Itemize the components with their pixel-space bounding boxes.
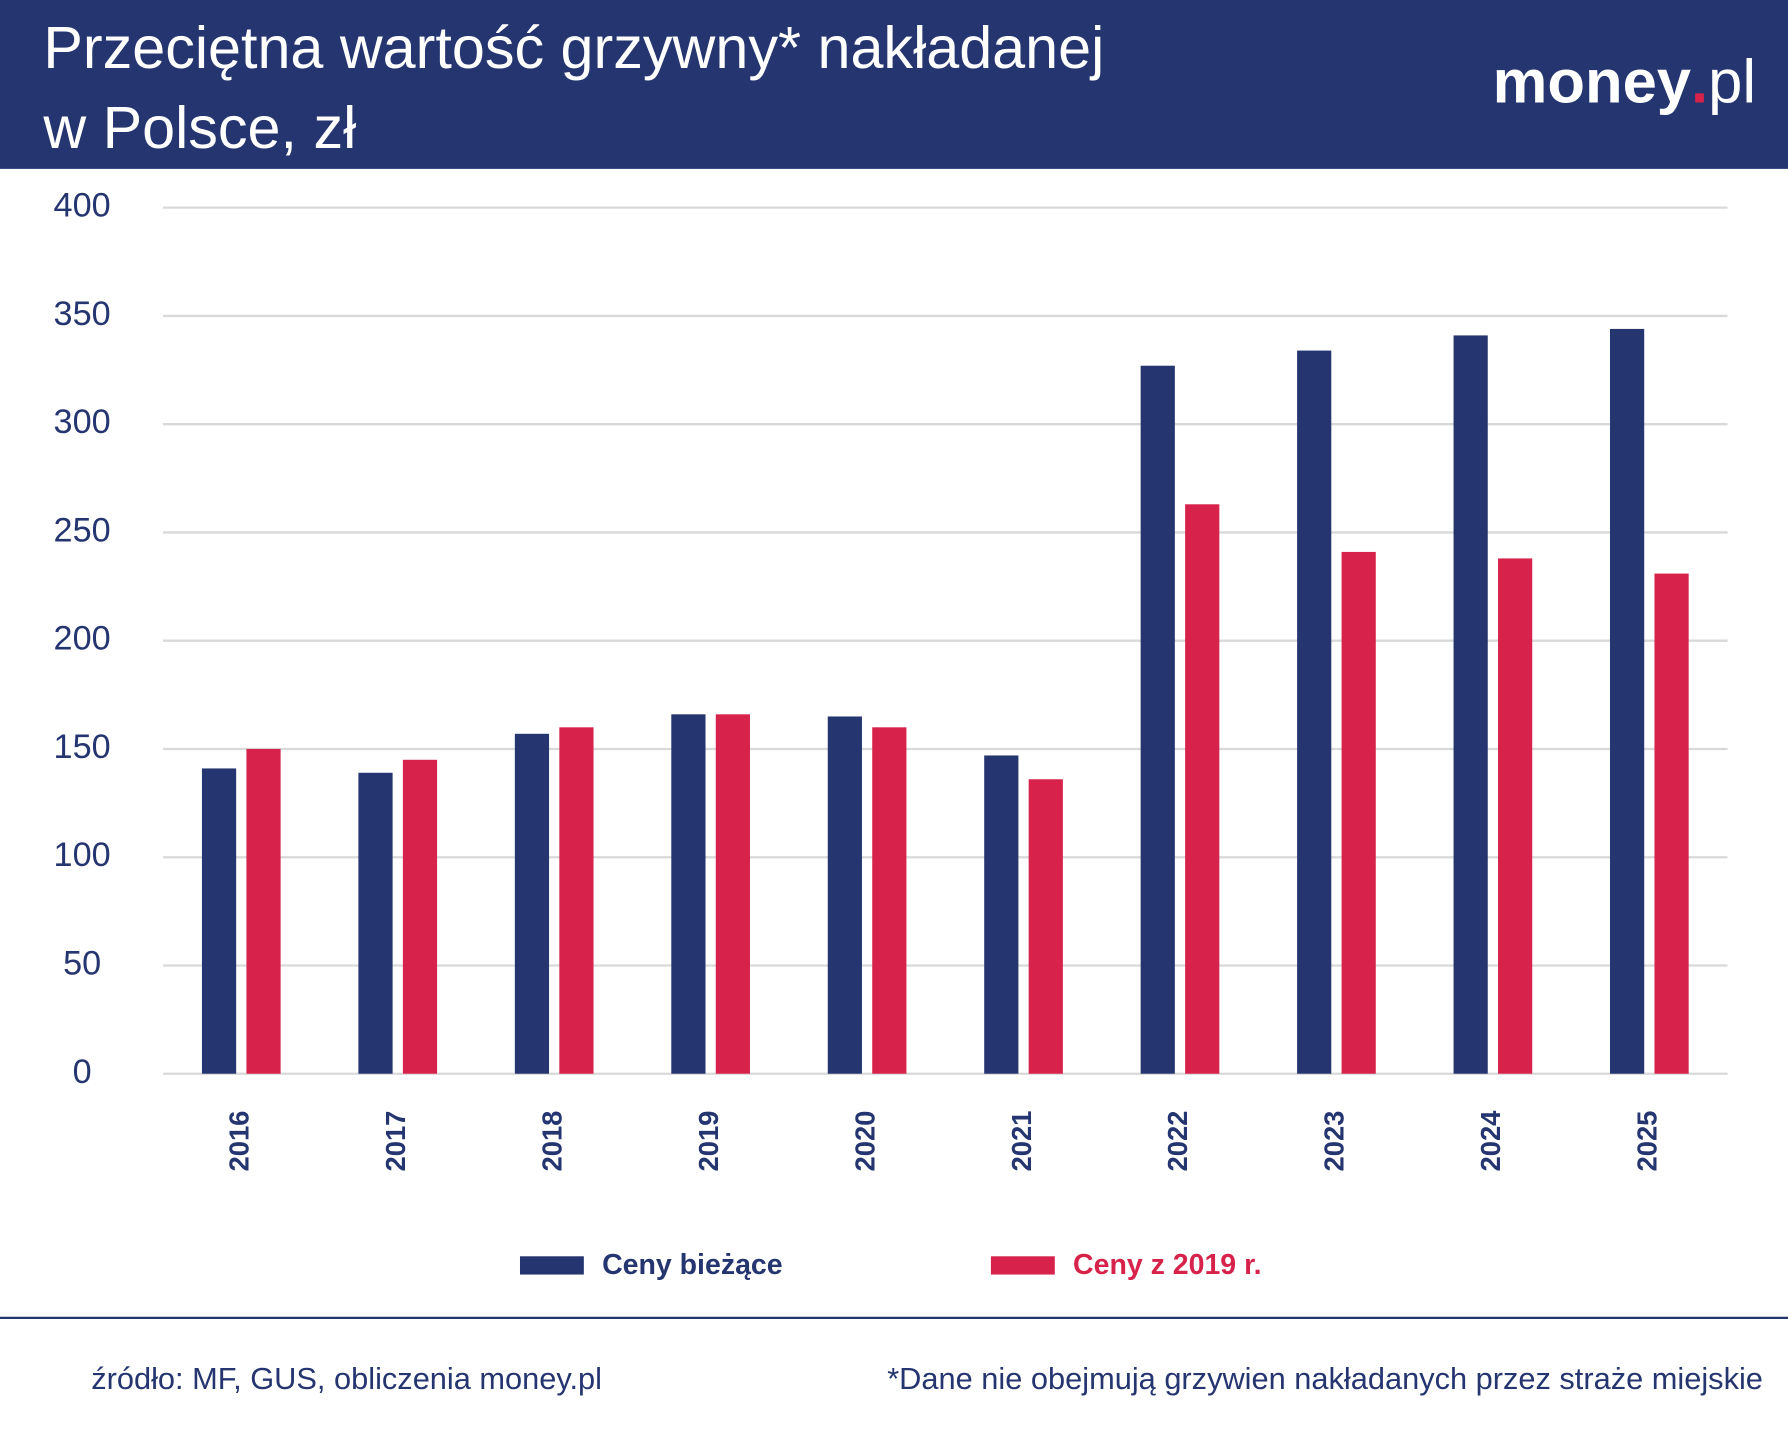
- bar: [715, 714, 750, 1074]
- chart-title: w Polsce, zł: [42, 94, 356, 161]
- y-tick-label: 300: [54, 403, 111, 441]
- x-tick-label: 2025: [1632, 1111, 1663, 1172]
- y-tick-label: 50: [63, 945, 101, 983]
- x-tick-label: 2024: [1475, 1110, 1506, 1172]
- y-tick-label: 0: [73, 1053, 92, 1091]
- y-tick-label: 400: [54, 187, 111, 225]
- x-tick-label: 2016: [224, 1111, 255, 1172]
- bar: [514, 733, 550, 1074]
- header: [0, 0, 1788, 169]
- bar: [671, 714, 706, 1074]
- bar: [1453, 335, 1488, 1074]
- source: źródło: MF, GUS, obliczenia money.pl: [91, 1361, 602, 1396]
- bar: [1654, 573, 1689, 1074]
- chart-title: Przeciętna wartość grzywny* nakładanej: [43, 14, 1104, 81]
- bar: [872, 727, 907, 1074]
- note: *Dane nie obejmują grzywien nakładanych …: [887, 1361, 1763, 1396]
- x-tick-label: 2019: [693, 1111, 724, 1172]
- legend-swatch: [519, 1256, 584, 1275]
- x-tick-label: 2022: [1162, 1111, 1193, 1172]
- y-tick-label: 250: [54, 511, 111, 549]
- bar: [1297, 350, 1332, 1074]
- legend-label: Ceny bieżące: [602, 1249, 783, 1281]
- bar: [1341, 551, 1376, 1074]
- x-tick-label: 2021: [1006, 1111, 1037, 1172]
- bar: [358, 772, 393, 1074]
- bar: [559, 727, 594, 1074]
- x-tick-label: 2023: [1319, 1111, 1350, 1172]
- bar: [827, 716, 862, 1074]
- bar: [246, 748, 281, 1074]
- bar: [201, 768, 237, 1074]
- legend-label: Ceny z 2019 r.: [1073, 1249, 1261, 1281]
- bar: [402, 759, 438, 1074]
- logo-part: money: [1493, 48, 1691, 117]
- y-tick-label: 150: [54, 728, 111, 766]
- bar: [1185, 504, 1220, 1074]
- y-tick-label: 350: [54, 295, 111, 333]
- y-tick-label: 100: [54, 836, 111, 874]
- y-tick-label: 200: [54, 620, 111, 658]
- x-tick-label: 2018: [536, 1111, 567, 1172]
- bar: [1609, 328, 1645, 1074]
- bar: [984, 755, 1019, 1074]
- logo-part: pl: [1708, 48, 1756, 117]
- bar: [1140, 365, 1175, 1074]
- bar: [1028, 779, 1063, 1074]
- logo: money.pl: [1493, 48, 1756, 117]
- logo-part: .: [1691, 48, 1708, 117]
- x-tick-label: 2017: [380, 1111, 411, 1172]
- legend-swatch: [990, 1256, 1055, 1275]
- bar: [1498, 558, 1533, 1074]
- x-tick-label: 2020: [849, 1111, 880, 1172]
